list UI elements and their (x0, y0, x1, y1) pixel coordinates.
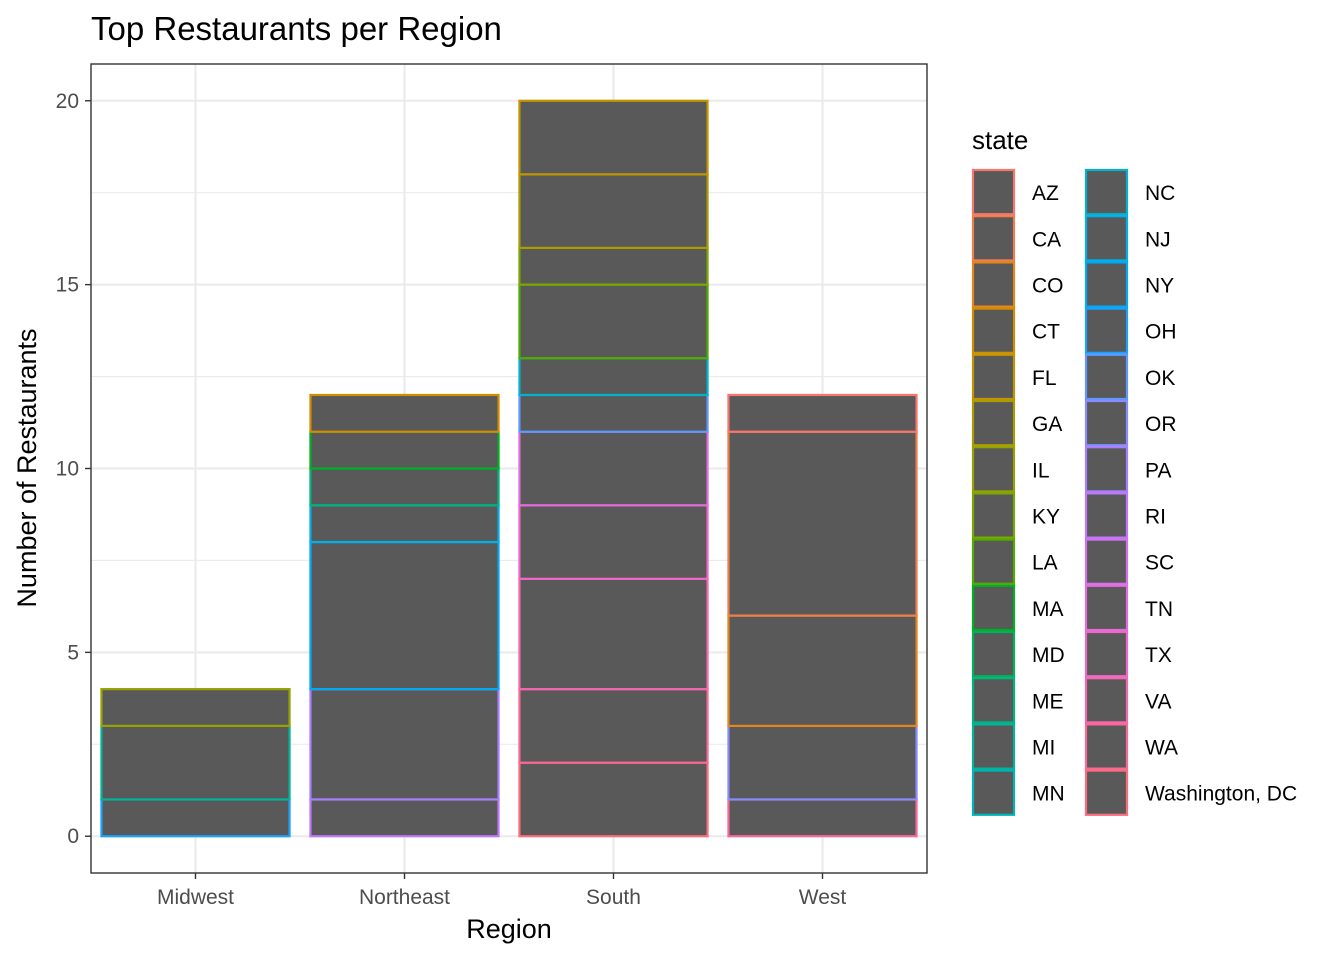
bar-segment (518, 504, 709, 580)
chart-title: Top Restaurants per Region (91, 10, 502, 47)
chart-axes: 0 5 10 15 20 Midwest Northeast South West (56, 90, 847, 909)
y-tick-label: 0 (67, 825, 79, 848)
bar-segment (518, 99, 709, 176)
legend-label: CT (1032, 321, 1060, 344)
legend: state AZ CA CO CT FL GA IL KY LA MA MD ME MI MN NC NJ NY… (971, 125, 1297, 816)
y-tick-label: 15 (56, 274, 79, 297)
legend-key (1084, 168, 1129, 216)
legend-key (1084, 723, 1129, 770)
bar-segment (518, 430, 709, 507)
legend-label: MA (1032, 598, 1064, 621)
legend-key (971, 677, 1016, 724)
legend-key (1084, 261, 1129, 308)
bar-segment (309, 393, 500, 433)
bar-segment (309, 504, 500, 544)
bar-segment (727, 614, 918, 728)
legend-key (971, 769, 1016, 816)
bar-segment (518, 357, 709, 397)
legend-label: FL (1032, 367, 1057, 390)
y-tick-label: 10 (56, 458, 79, 481)
legend-key (971, 307, 1016, 354)
bar-segment (518, 577, 709, 691)
legend-label: NC (1145, 182, 1175, 205)
x-tick-label: West (799, 886, 847, 909)
bar-segment (727, 798, 918, 838)
legend-key (971, 261, 1016, 308)
y-tick-label: 20 (56, 90, 79, 113)
legend-label: PA (1145, 459, 1171, 482)
bar-segment (518, 283, 709, 360)
legend-label: OK (1145, 367, 1175, 390)
bar-segment (100, 688, 291, 728)
bar-segment (518, 393, 709, 433)
legend-key (971, 399, 1016, 447)
legend-key (1084, 492, 1129, 539)
bar-segment (727, 393, 918, 433)
x-tick-label: Midwest (157, 886, 234, 909)
legend-key (971, 492, 1016, 539)
legend-title: state (972, 125, 1028, 155)
bar-segment (518, 761, 709, 838)
legend-label: ME (1032, 690, 1064, 713)
legend-label: TX (1145, 644, 1172, 667)
bar-segment (100, 798, 291, 838)
bar-segment (727, 430, 918, 617)
legend-label: MN (1032, 783, 1065, 806)
legend-key (971, 538, 1016, 585)
legend-label: OR (1145, 413, 1177, 436)
legend-key (971, 584, 1016, 632)
bar-segment (518, 173, 709, 249)
legend-label: Washington, DC (1145, 783, 1297, 806)
legend-key (971, 168, 1016, 216)
legend-label: RI (1145, 506, 1166, 529)
legend-label: NY (1145, 275, 1174, 298)
legend-label: OH (1145, 321, 1177, 344)
legend-key (1084, 307, 1129, 354)
legend-key (1084, 446, 1129, 493)
legend-key (1084, 630, 1129, 678)
legend-label: IL (1032, 459, 1050, 482)
legend-label: KY (1032, 506, 1060, 529)
bar-segment (309, 798, 500, 838)
legend-key (971, 215, 1016, 262)
legend-label: CA (1032, 228, 1061, 251)
bar-segment (518, 246, 709, 286)
legend-label: SC (1145, 552, 1174, 575)
legend-label: NJ (1145, 228, 1171, 251)
legend-key (1084, 538, 1129, 585)
legend-label: GA (1032, 413, 1062, 436)
x-tick-label: South (586, 886, 641, 909)
y-axis-title: Number of Restaurants (12, 328, 42, 607)
chart-bars (100, 99, 918, 838)
legend-key (1084, 215, 1129, 262)
bar-segment (518, 688, 709, 764)
legend-label: CO (1032, 275, 1064, 298)
legend-key (1084, 584, 1129, 632)
bar-segment (309, 688, 500, 801)
legend-key (1084, 769, 1129, 816)
legend-key (971, 353, 1016, 401)
legend-label: WA (1145, 737, 1178, 760)
legend-key (971, 446, 1016, 493)
legend-label: LA (1032, 552, 1058, 575)
legend-key (1084, 677, 1129, 724)
bar-segment (309, 430, 500, 470)
legend-key (971, 723, 1016, 770)
legend-label: MD (1032, 644, 1065, 667)
bar-segment (100, 724, 291, 801)
legend-label: VA (1145, 690, 1171, 713)
legend-key (971, 630, 1016, 678)
y-tick-label: 5 (67, 641, 79, 664)
bar-segment (309, 467, 500, 507)
x-axis-title: Region (466, 914, 552, 944)
legend-key (1084, 353, 1129, 401)
bar-segment (727, 724, 918, 801)
legend-label: AZ (1032, 182, 1059, 205)
x-tick-label: Northeast (359, 886, 450, 909)
legend-label: MI (1032, 737, 1055, 760)
bar-segment (309, 540, 500, 691)
legend-key (1084, 399, 1129, 447)
legend-label: TN (1145, 598, 1173, 621)
